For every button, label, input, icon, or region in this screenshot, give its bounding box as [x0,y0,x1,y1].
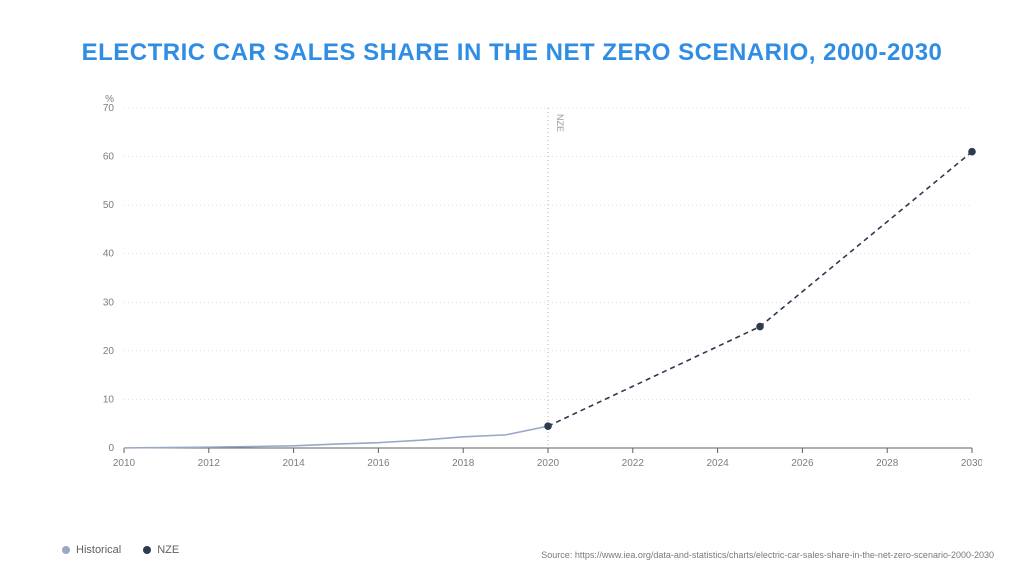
legend-label: Historical [76,544,121,556]
y-tick-label: 20 [103,346,115,357]
series-line-nze [548,152,972,426]
x-tick-label: 2022 [622,458,645,469]
legend-item: Historical [62,544,121,556]
x-tick-label: 2018 [452,458,475,469]
chart-legend: Historical NZE [62,544,179,556]
y-tick-label: 50 [103,200,115,211]
legend-label: NZE [157,544,179,556]
x-tick-label: 2012 [198,458,221,469]
legend-dot-icon [143,546,151,554]
x-tick-label: 2016 [367,458,390,469]
series-marker [544,422,552,430]
x-tick-label: 2010 [113,458,136,469]
y-axis-unit: % [105,94,114,105]
series-line-historical [124,426,548,448]
series-marker [756,323,764,331]
divider-label: NZE [555,114,565,132]
chart-title: ELECTRIC CAR SALES SHARE IN THE NET ZERO… [0,16,1024,72]
legend-dot-icon [62,546,70,554]
x-tick-label: 2028 [876,458,899,469]
series-marker [968,148,976,156]
y-tick-label: 40 [103,249,115,260]
source-attribution: Source: https://www.iea.org/data-and-sta… [541,550,994,560]
y-tick-label: 60 [103,152,115,163]
y-tick-label: 30 [103,297,115,308]
x-tick-label: 2014 [282,458,305,469]
y-tick-label: 0 [108,443,114,454]
legend-item: NZE [143,544,179,556]
line-chart: 010203040506070%201020122014201620182020… [42,88,982,478]
x-tick-label: 2026 [791,458,814,469]
y-tick-label: 10 [103,395,115,406]
chart-container: 010203040506070%201020122014201620182020… [42,88,982,478]
x-tick-label: 2024 [706,458,729,469]
x-tick-label: 2030 [961,458,982,469]
x-tick-label: 2020 [537,458,560,469]
